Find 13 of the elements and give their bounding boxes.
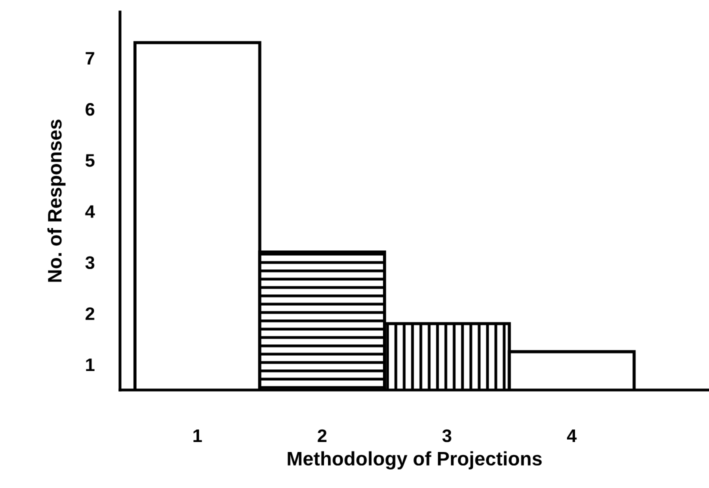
y-tick-label: 4: [85, 205, 95, 218]
x-tick-label: 1: [193, 430, 202, 442]
y-tick-label: 1: [86, 358, 94, 371]
y-tick-label: 2: [86, 307, 94, 320]
y-axis-title: No. of Responses: [47, 120, 66, 282]
x-axis-title: Methodology of Projections: [288, 451, 542, 470]
y-tick-label: 7: [86, 52, 94, 65]
x-tick-label: 3: [442, 429, 452, 442]
y-tick-label: 5: [86, 154, 94, 167]
x-tick-label: 2: [318, 429, 326, 442]
y-tick-label: 3: [85, 256, 94, 270]
y-tick-label: 6: [86, 102, 94, 116]
x-tick-label: 4: [566, 430, 577, 442]
